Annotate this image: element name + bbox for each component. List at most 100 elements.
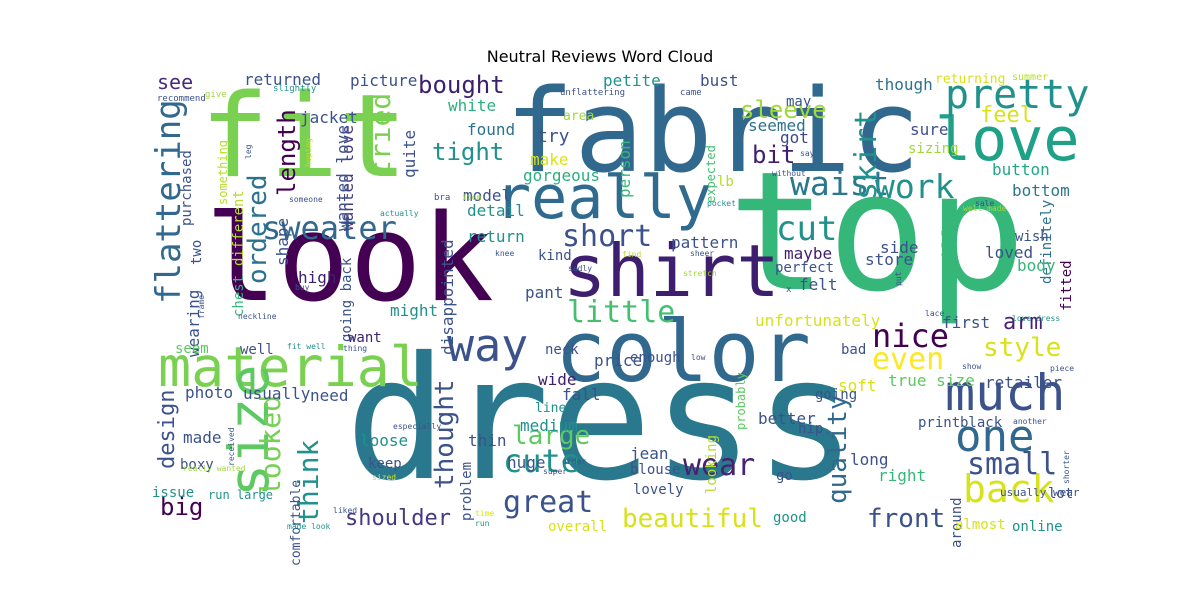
cloud-word: body: [1017, 256, 1056, 275]
cloud-word: high: [298, 268, 337, 287]
cloud-word: bad: [841, 342, 867, 358]
cloud-word: true size: [888, 371, 975, 390]
cloud-word: wear: [683, 448, 756, 483]
cloud-word: liked: [333, 506, 358, 515]
cloud-word: feel: [980, 103, 1033, 128]
cloud-word: another: [1013, 417, 1047, 426]
cloud-word: without: [772, 169, 806, 178]
cloud-word: beautiful: [622, 504, 763, 534]
cloud-word: buy: [295, 283, 310, 292]
cloud-word: sale: [975, 199, 995, 208]
cloud-word: frame: [197, 294, 206, 319]
cloud-word: order: [562, 457, 587, 466]
cloud-word: right: [878, 466, 927, 485]
cloud-word: quite: [400, 129, 419, 178]
cloud-word: hoping: [304, 137, 313, 167]
cloud-word: gorgeous: [523, 166, 601, 185]
cloud-word: may: [786, 94, 812, 110]
cloud-word: got: [780, 128, 809, 147]
cloud-word: looking: [704, 434, 720, 494]
cloud-word: two: [189, 239, 205, 266]
cloud-word: found: [467, 120, 516, 139]
cloud-word: made: [183, 428, 222, 447]
cloud-word: top: [728, 136, 1027, 328]
cloud-word: pant: [525, 283, 564, 302]
cloud-word: shorter: [1062, 449, 1071, 484]
cloud-word: quality: [823, 394, 853, 505]
cloud-word: returning: [935, 72, 1006, 87]
cloud-word: actually: [380, 209, 419, 218]
cloud-word: felt: [799, 275, 838, 294]
cloud-word: shape: [273, 217, 292, 266]
cloud-word: large: [512, 421, 591, 451]
cloud-word: something: [216, 139, 230, 205]
cloud-word: low: [691, 353, 706, 362]
cloud-word: nice: [872, 317, 950, 355]
cloud-word: bit: [752, 141, 796, 169]
cloud-word: pattern: [671, 233, 739, 252]
cloud-word: loose: [360, 431, 409, 450]
cloud-word: summer: [1012, 72, 1049, 83]
cloud-word: wanted love: [333, 124, 352, 231]
cloud-word: disappointed: [438, 239, 457, 356]
cloud-word: came: [680, 88, 702, 98]
cloud-word: length: [273, 109, 301, 197]
cloud-word: much: [945, 364, 1066, 422]
cloud-word: item: [462, 193, 482, 202]
cloud-word: fit: [200, 70, 408, 204]
cloud-word: tried: [364, 92, 397, 177]
cloud-word: different: [231, 189, 247, 266]
cloud-word: sweater: [262, 209, 397, 247]
cloud-word: unflattering: [560, 88, 626, 98]
cloud-word: probably: [734, 371, 748, 430]
cloud-word: boxy: [180, 457, 214, 473]
cloud-word: shirt: [563, 229, 780, 313]
cloud-word: big: [160, 493, 204, 521]
cloud-word: picture: [350, 71, 418, 90]
cloud-word: thing: [343, 344, 368, 353]
cloud-word: small: [967, 447, 1058, 482]
cloud-word: print: [918, 415, 961, 431]
cloud-word: little: [567, 295, 676, 330]
cloud-word: lb: [717, 174, 734, 190]
cloud-word: dress: [345, 321, 857, 519]
cloud-word: sadly: [568, 264, 593, 273]
cloud-word: bought: [418, 71, 505, 99]
cloud-word: lovely: [633, 482, 684, 498]
cloud-word: work: [875, 167, 955, 206]
cloud-word: one: [955, 411, 1035, 462]
cloud-word: sizing: [908, 141, 959, 157]
cloud-word: recommend: [157, 94, 206, 104]
cloud-word: soft: [838, 376, 877, 395]
cloud-word: waist: [790, 164, 890, 203]
cloud-word: purchased: [179, 149, 195, 226]
cloud-word: jean: [630, 444, 669, 463]
cloud-word: skirt: [849, 109, 884, 200]
cloud-word: bra: [434, 193, 451, 203]
cloud-word: photo: [185, 383, 234, 402]
cloud-word: button: [992, 160, 1050, 179]
cloud-word: lot: [1048, 486, 1074, 502]
cloud-word: style: [983, 333, 1062, 363]
cloud-word: cut: [776, 209, 838, 249]
cloud-word: fit well: [287, 342, 326, 351]
cloud-word: cute: [503, 442, 581, 480]
cloud-word: want: [348, 330, 382, 346]
cloud-word: good: [773, 510, 807, 526]
cloud-word: even: [872, 342, 945, 377]
cloud-word: time: [475, 509, 495, 518]
cloud-word: material: [158, 335, 423, 399]
cloud-word: fitted: [1059, 260, 1075, 312]
cloud-word: find: [622, 250, 642, 259]
cloud-word: usually: [243, 384, 311, 403]
cloud-word: black: [960, 415, 1003, 431]
cloud-word: chest: [231, 274, 247, 317]
cloud-word: super: [543, 467, 568, 476]
cloud-word: sure: [910, 120, 949, 139]
cloud-word: online: [1012, 519, 1063, 535]
cloud-word: especially: [393, 422, 442, 431]
cloud-word: way: [447, 319, 529, 372]
cloud-word: great: [503, 485, 594, 520]
cloud-word: pretty: [945, 72, 1090, 118]
